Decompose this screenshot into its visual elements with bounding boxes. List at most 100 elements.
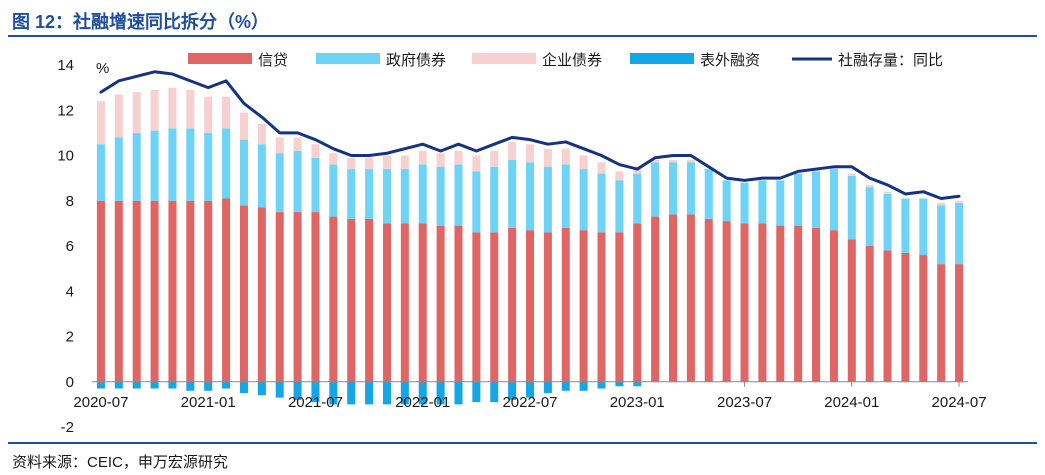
y-tick-label: 4 bbox=[66, 283, 74, 300]
bar-off-balance-29 bbox=[615, 381, 624, 387]
bar-corp-bonds-33 bbox=[686, 160, 695, 163]
bar-credit-45 bbox=[901, 252, 910, 382]
y-tick-label: -2 bbox=[61, 419, 74, 436]
bar-corp-bonds-26 bbox=[561, 148, 570, 165]
bar-corp-bonds-21 bbox=[472, 155, 481, 172]
bar-credit-24 bbox=[525, 230, 535, 382]
bar-credit-34 bbox=[704, 218, 713, 382]
y-axis-unit-label: % bbox=[96, 60, 109, 77]
bar-credit-39 bbox=[794, 225, 803, 382]
bar-credit-47 bbox=[937, 264, 946, 382]
bar-credit-2 bbox=[132, 200, 141, 382]
x-tick-label: 2023-07 bbox=[717, 394, 772, 411]
bar-gov-bonds-18 bbox=[418, 164, 427, 224]
bar-gov-bonds-1 bbox=[114, 137, 123, 201]
bar-corp-bonds-15 bbox=[365, 157, 374, 170]
bar-corp-bonds-19 bbox=[436, 153, 445, 167]
bar-credit-31 bbox=[651, 216, 660, 382]
source-rule bbox=[8, 442, 1037, 444]
bar-corp-bonds-7 bbox=[222, 96, 231, 129]
bar-credit-12 bbox=[311, 212, 320, 382]
bar-credit-32 bbox=[669, 214, 678, 382]
bar-corp-bonds-22 bbox=[490, 150, 499, 167]
legend-swatch-3 bbox=[630, 53, 694, 64]
bar-gov-bonds-36 bbox=[740, 182, 749, 224]
bar-gov-bonds-30 bbox=[633, 173, 642, 224]
bar-corp-bonds-25 bbox=[543, 148, 552, 167]
bar-credit-3 bbox=[150, 200, 159, 382]
bar-off-balance-13 bbox=[329, 381, 338, 405]
source-note: 资料来源：CEIC，申万宏源研究 bbox=[12, 454, 228, 471]
bar-credit-11 bbox=[293, 212, 302, 382]
bar-gov-bonds-32 bbox=[669, 162, 678, 215]
bar-off-balance-23 bbox=[508, 381, 517, 400]
bar-off-balance-2 bbox=[132, 381, 141, 389]
bar-gov-bonds-28 bbox=[597, 173, 606, 233]
bar-corp-bonds-11 bbox=[293, 137, 302, 151]
bar-corp-bonds-3 bbox=[150, 89, 159, 131]
bar-corp-bonds-48 bbox=[955, 200, 964, 204]
bar-gov-bonds-17 bbox=[400, 169, 409, 224]
bar-gov-bonds-44 bbox=[883, 193, 892, 251]
bar-gov-bonds-31 bbox=[651, 162, 660, 217]
bar-off-balance-18 bbox=[418, 381, 427, 405]
bar-gov-bonds-37 bbox=[758, 180, 767, 224]
bar-off-balance-10 bbox=[275, 381, 284, 398]
bar-corp-bonds-28 bbox=[597, 162, 606, 174]
bar-credit-6 bbox=[204, 200, 213, 382]
bar-corp-bonds-27 bbox=[579, 155, 588, 170]
bar-credit-9 bbox=[257, 207, 266, 382]
bar-gov-bonds-5 bbox=[186, 128, 195, 201]
bar-credit-19 bbox=[436, 225, 445, 382]
y-tick-label: 10 bbox=[57, 148, 74, 165]
bar-gov-bonds-41 bbox=[829, 169, 838, 231]
bar-corp-bonds-32 bbox=[669, 160, 678, 163]
y-tick-label: 2 bbox=[66, 329, 74, 346]
bar-credit-0 bbox=[96, 200, 105, 382]
bar-corp-bonds-43 bbox=[865, 184, 874, 188]
bar-credit-4 bbox=[168, 200, 177, 382]
bar-corp-bonds-9 bbox=[257, 123, 266, 145]
bar-corp-bonds-23 bbox=[508, 141, 517, 161]
bar-gov-bonds-22 bbox=[490, 166, 499, 233]
bar-credit-26 bbox=[561, 227, 570, 382]
bar-gov-bonds-42 bbox=[847, 175, 856, 240]
bar-gov-bonds-14 bbox=[347, 169, 356, 219]
bar-credit-16 bbox=[382, 223, 391, 382]
x-tick-label: 2022-01 bbox=[395, 394, 450, 411]
bar-corp-bonds-13 bbox=[329, 153, 338, 165]
bar-corp-bonds-10 bbox=[275, 137, 284, 154]
bar-credit-21 bbox=[472, 232, 481, 382]
bar-off-balance-1 bbox=[114, 381, 123, 389]
bar-corp-bonds-24 bbox=[525, 144, 535, 163]
bar-gov-bonds-19 bbox=[436, 166, 445, 226]
legend-label-1: 政府债券 bbox=[386, 52, 446, 69]
bar-off-balance-5 bbox=[186, 381, 195, 391]
bar-off-balance-24 bbox=[525, 381, 535, 398]
bar-credit-48 bbox=[955, 264, 964, 382]
bar-corp-bonds-6 bbox=[204, 96, 213, 133]
bar-credit-38 bbox=[776, 225, 785, 382]
bar-credit-15 bbox=[365, 218, 374, 382]
bar-off-balance-11 bbox=[293, 381, 302, 400]
bar-credit-5 bbox=[186, 200, 195, 382]
bar-off-balance-8 bbox=[239, 381, 248, 394]
legend-swatch-2 bbox=[472, 53, 536, 64]
y-tick-label: 14 bbox=[57, 57, 74, 74]
bar-gov-bonds-12 bbox=[311, 157, 320, 213]
bar-off-balance-25 bbox=[543, 381, 552, 394]
bar-gov-bonds-29 bbox=[615, 180, 624, 233]
line-layer bbox=[99, 70, 961, 200]
bar-credit-41 bbox=[829, 230, 838, 382]
bar-gov-bonds-4 bbox=[168, 128, 177, 201]
bar-corp-bonds-18 bbox=[418, 150, 427, 165]
bar-gov-bonds-8 bbox=[239, 139, 248, 206]
y-tick-label: 6 bbox=[66, 238, 74, 255]
bar-credit-27 bbox=[579, 230, 588, 382]
bar-corp-bonds-14 bbox=[347, 157, 356, 170]
legend-label-4: 社融存量：同比 bbox=[838, 52, 943, 69]
bar-off-balance-19 bbox=[436, 381, 445, 405]
bar-credit-18 bbox=[418, 223, 427, 382]
bar-gov-bonds-40 bbox=[812, 171, 821, 228]
